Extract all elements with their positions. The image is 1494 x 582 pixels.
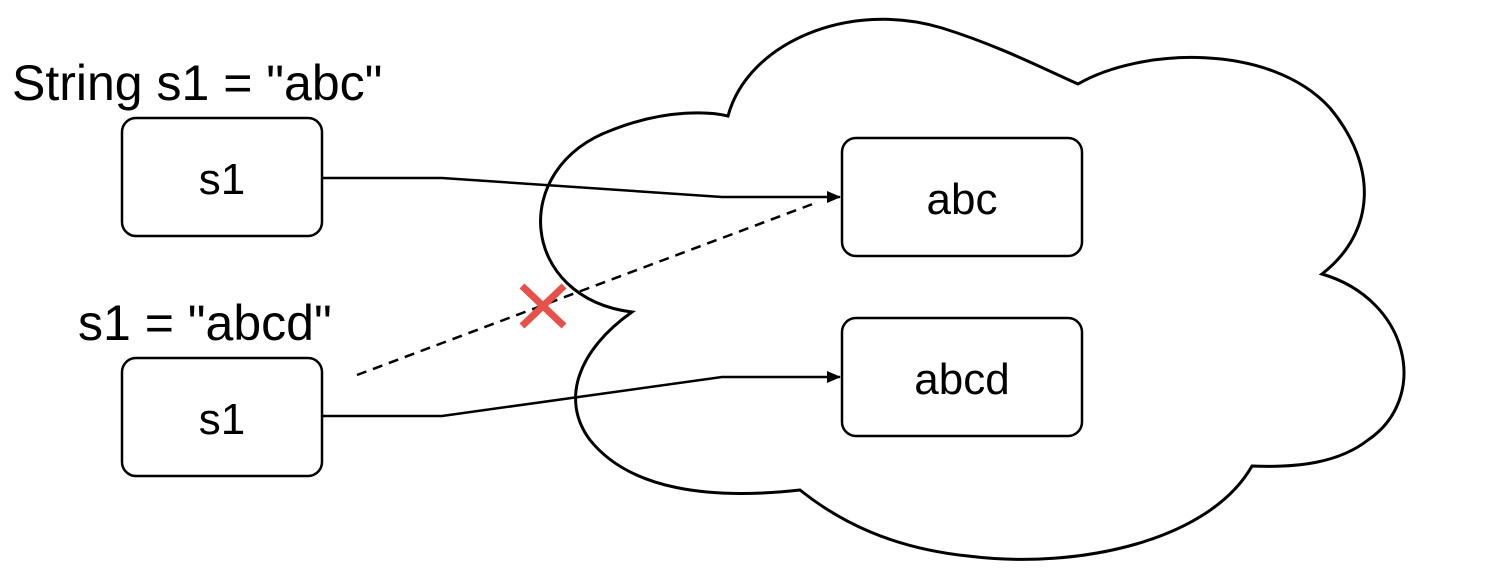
cross-icon	[519, 283, 567, 329]
first-s1-to-abc-arrow	[322, 176, 841, 203]
broken-reference-dashed-line	[356, 200, 819, 377]
abcd-value-box: abcd	[840, 316, 1084, 438]
string-pool-cloud	[539, 17, 1406, 561]
first-s1-box: s1	[120, 116, 324, 238]
first-s1-label: s1	[199, 155, 245, 204]
abcd-value-label: abcd	[914, 355, 1009, 404]
abc-value-label: abc	[927, 175, 998, 224]
declaration-caption: String s1 = "abc"	[12, 55, 382, 111]
reassignment-caption: s1 = "abcd"	[78, 295, 332, 351]
abc-value-box: abc	[840, 136, 1084, 258]
second-s1-box: s1	[120, 356, 324, 478]
second-s1-label: s1	[199, 395, 245, 444]
second-s1-to-abcd-arrow	[322, 371, 841, 418]
